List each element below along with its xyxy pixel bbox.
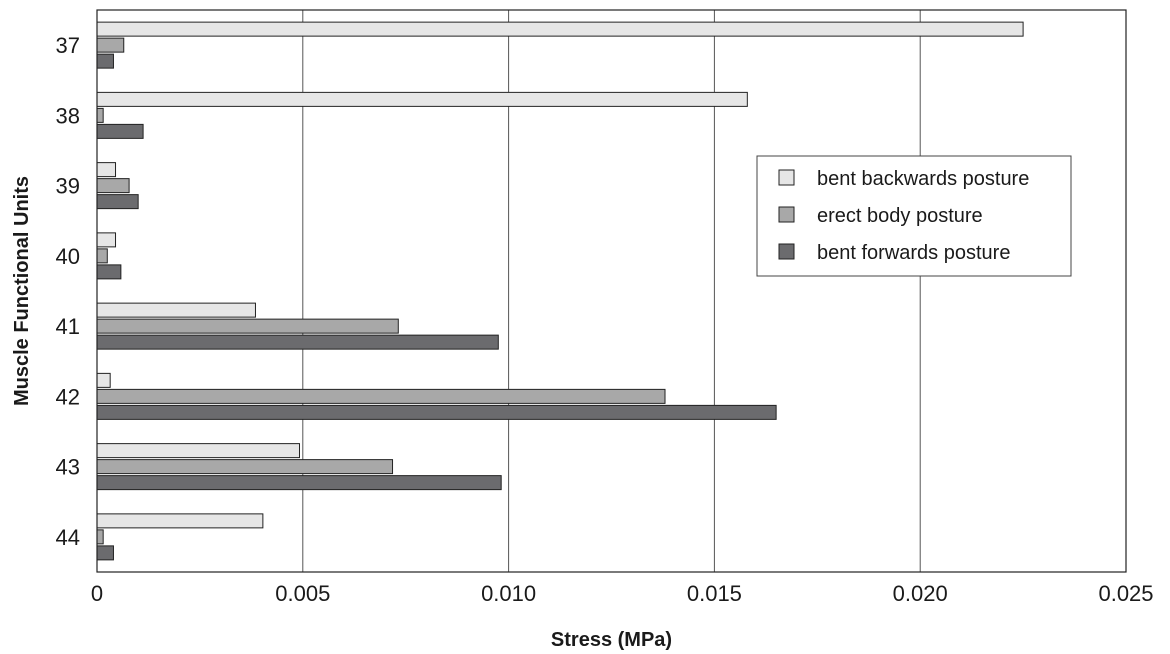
bar	[96, 178, 130, 194]
plot-frame	[96, 9, 1127, 573]
legend-swatch	[778, 243, 795, 260]
bar	[96, 318, 399, 334]
bar	[96, 264, 122, 280]
x-tick-label: 0.025	[1098, 581, 1153, 606]
x-tick-label: 0	[91, 581, 103, 606]
x-tick-label: 0.015	[687, 581, 742, 606]
y-axis-title: Muscle Functional Units	[11, 176, 33, 406]
bar	[96, 91, 748, 107]
y-tick-labels: 37 38 39 40 41 42 43 44	[56, 33, 80, 550]
y-tick-label: 37	[56, 33, 80, 58]
x-axis-title: Stress (MPa)	[551, 629, 672, 651]
bar	[96, 302, 256, 318]
bar	[96, 194, 139, 210]
x-tick-label: 0.010	[481, 581, 536, 606]
bar	[96, 388, 666, 404]
bar	[96, 123, 144, 139]
y-tick-label: 38	[56, 103, 80, 128]
x-tick-labels: 0 0.005 0.010 0.015 0.020 0.025	[91, 581, 1154, 606]
bar	[96, 107, 104, 123]
y-tick-label: 42	[56, 384, 80, 409]
bar	[96, 443, 301, 459]
legend-swatch	[778, 169, 795, 186]
legend-label: erect body posture	[817, 205, 983, 227]
bar	[96, 37, 125, 53]
y-tick-label: 41	[56, 314, 80, 339]
y-tick-label: 44	[56, 525, 80, 550]
bar	[96, 459, 394, 475]
y-tick-label: 39	[56, 174, 80, 199]
y-tick-label: 43	[56, 455, 80, 480]
y-tick-label: 40	[56, 244, 80, 269]
bar	[96, 372, 111, 388]
legend: bent backwards posture erect body posture…	[756, 155, 1072, 277]
legend-label: bent forwards posture	[817, 242, 1010, 264]
bar	[96, 53, 114, 69]
bar	[96, 334, 499, 350]
legend-swatch	[778, 206, 795, 223]
bar	[96, 513, 264, 529]
x-tick-label: 0.020	[893, 581, 948, 606]
bar	[96, 248, 108, 264]
bar	[96, 545, 114, 561]
bars	[96, 21, 1024, 561]
bar	[96, 232, 117, 248]
bar	[96, 475, 502, 491]
bar	[96, 21, 1024, 37]
bar	[96, 162, 117, 178]
bar	[96, 404, 777, 420]
bar	[96, 529, 104, 545]
legend-box	[756, 155, 1072, 277]
x-tick-label: 0.005	[275, 581, 330, 606]
legend-label: bent backwards posture	[817, 168, 1029, 190]
